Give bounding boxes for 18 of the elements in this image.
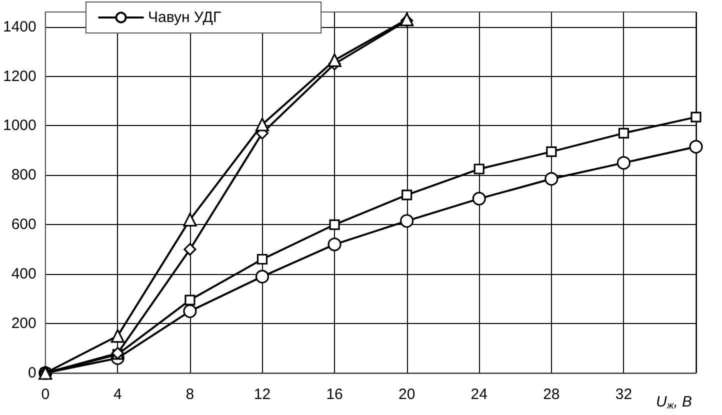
x-tick-label: 16 bbox=[326, 386, 343, 403]
x-tick-label: 12 bbox=[254, 386, 271, 403]
x-tick-label: 20 bbox=[398, 386, 416, 403]
x-tick-label: 28 bbox=[543, 386, 560, 403]
y-tick-label: 0 bbox=[28, 364, 36, 382]
x-tick-label: 4 bbox=[113, 386, 122, 403]
y-tick-label: 800 bbox=[11, 166, 36, 184]
y-tick-label: 1200 bbox=[2, 68, 36, 85]
x-tick-label: 32 bbox=[615, 386, 632, 403]
y-tick-label: 1400 bbox=[2, 18, 36, 36]
x-tick-label: 24 bbox=[470, 386, 488, 403]
y-tick-label: 600 bbox=[11, 216, 36, 234]
y-tick-label: 200 bbox=[11, 315, 36, 332]
x-tick-label: 8 bbox=[186, 386, 194, 403]
legend-label: Чавун УДГ bbox=[148, 9, 222, 26]
y-tick-label: 1000 bbox=[2, 117, 36, 134]
x-tick-label: 0 bbox=[41, 386, 50, 403]
y-tick-label: 400 bbox=[11, 266, 36, 283]
